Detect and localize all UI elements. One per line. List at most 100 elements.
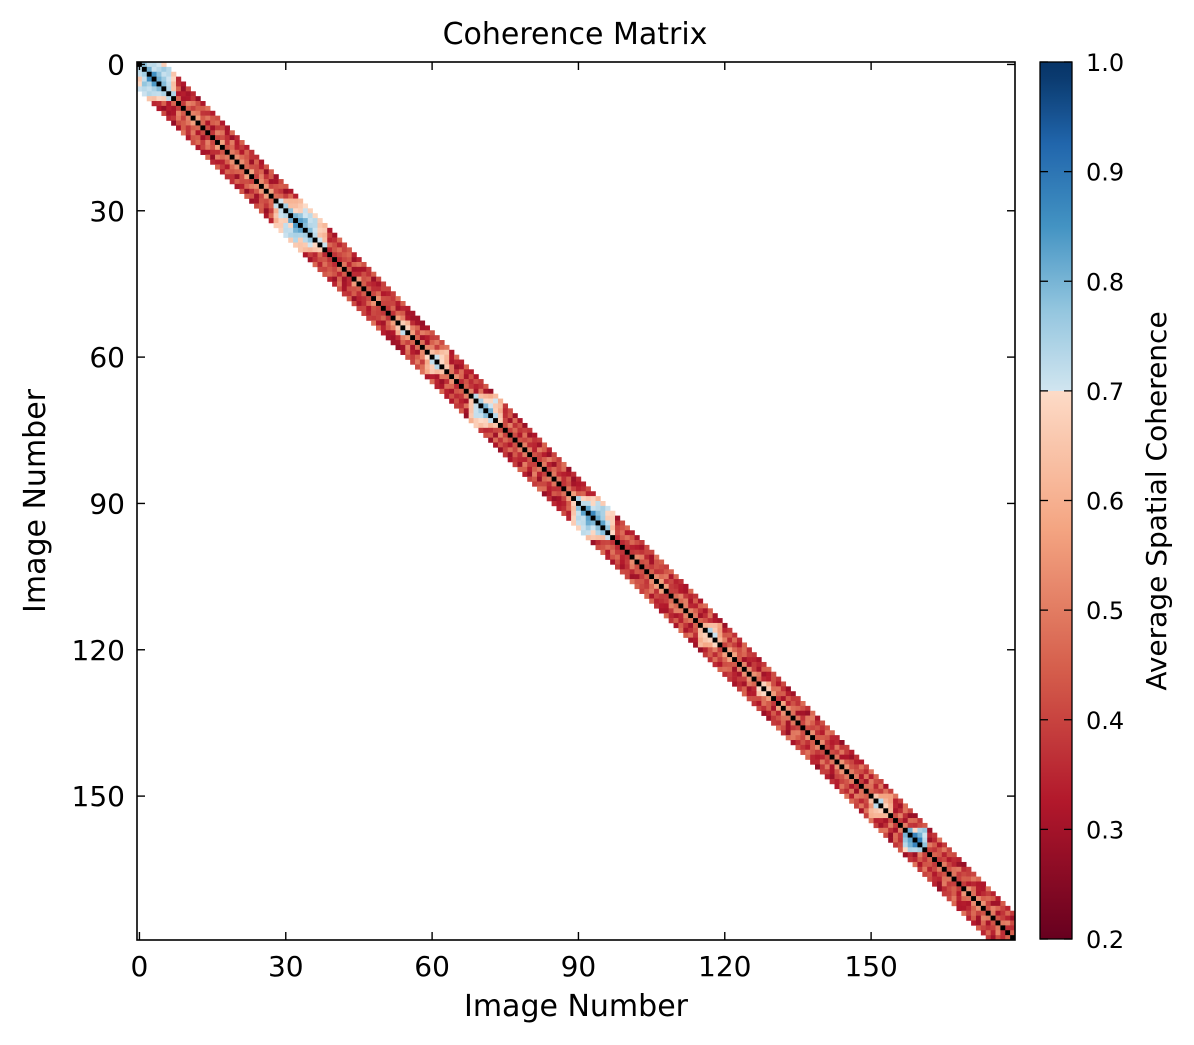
- heatmap-cell: [736, 671, 743, 677]
- heatmap-cell: [536, 481, 543, 487]
- heatmap-cell: [629, 540, 635, 546]
- heatmap-cell: [532, 476, 538, 482]
- heatmap-cell: [507, 447, 513, 453]
- heatmap-cell: [283, 203, 289, 209]
- heatmap-cell: [663, 603, 669, 609]
- heatmap-cell: [332, 232, 338, 238]
- heatmap-cell: [497, 398, 504, 404]
- heatmap-cell: [961, 866, 967, 873]
- heatmap-cell: [951, 861, 957, 868]
- heatmap-cell: [215, 144, 221, 151]
- heatmap-cell: [829, 740, 835, 746]
- heatmap-cell: [712, 637, 718, 643]
- heatmap-cell: [522, 427, 528, 434]
- heatmap-cell: [434, 354, 440, 360]
- heatmap-cell: [254, 164, 260, 170]
- heatmap-cell: [561, 481, 567, 487]
- heatmap-cell: [361, 301, 367, 307]
- heatmap-cell: [858, 793, 865, 799]
- heatmap-cell: [576, 525, 582, 531]
- heatmap-cell: [161, 62, 167, 68]
- heatmap-cell: [600, 535, 606, 541]
- heatmap-cell: [190, 120, 196, 126]
- heatmap-cell: [517, 457, 523, 463]
- heatmap-cell: [927, 876, 933, 882]
- heatmap-cell: [566, 510, 572, 516]
- heatmap-cell: [151, 62, 157, 68]
- heatmap-cell: [405, 330, 411, 336]
- heatmap-cell: [985, 915, 991, 921]
- heatmap-cell: [854, 779, 860, 785]
- heatmap-cell: [971, 871, 977, 877]
- heatmap-cell: [775, 720, 782, 726]
- heatmap-cell: [400, 301, 406, 307]
- heatmap-cell: [478, 418, 484, 424]
- heatmap-cell: [283, 222, 289, 229]
- heatmap-cell: [897, 818, 904, 824]
- heatmap-cell: [332, 276, 338, 282]
- heatmap-cell: [629, 530, 635, 536]
- heatmap-cell: [922, 852, 928, 858]
- heatmap-cell: [644, 579, 650, 585]
- heatmap-cell: [176, 81, 182, 87]
- heatmap-cell: [722, 647, 728, 653]
- heatmap-cell: [624, 574, 630, 580]
- heatmap-cell: [468, 393, 474, 399]
- heatmap-cell: [424, 354, 430, 360]
- heatmap-cell: [922, 827, 928, 833]
- heatmap-cell: [873, 793, 879, 799]
- heatmap-cell: [571, 471, 577, 477]
- heatmap-cell: [683, 622, 689, 629]
- heatmap-cell: [180, 115, 187, 121]
- heatmap-cell: [678, 603, 684, 609]
- heatmap-cell: [932, 876, 938, 882]
- heatmap-cell: [878, 788, 884, 794]
- heatmap-cell: [761, 681, 767, 687]
- heatmap-cell: [546, 466, 552, 473]
- heatmap-cell: [785, 700, 791, 707]
- heatmap-cell: [185, 96, 191, 102]
- heatmap-cell: [336, 276, 343, 282]
- heatmap-cell: [634, 535, 640, 541]
- heatmap-cell: [473, 422, 479, 429]
- heatmap-cell: [615, 559, 621, 565]
- heatmap-cell: [332, 247, 338, 253]
- heatmap-cell: [619, 540, 626, 546]
- heatmap-cell: [805, 740, 811, 746]
- heatmap-cell: [424, 340, 430, 346]
- heatmap-cell: [273, 222, 279, 229]
- heatmap-cell: [888, 798, 894, 804]
- heatmap-cell: [858, 798, 865, 804]
- heatmap-cell: [478, 383, 484, 390]
- heatmap-cell: [317, 232, 323, 238]
- heatmap-cell: [566, 471, 572, 477]
- x-tick-label: 30: [268, 950, 304, 983]
- heatmap-cell: [356, 286, 362, 292]
- heatmap-cell: [288, 208, 294, 214]
- heatmap-cell: [922, 871, 928, 877]
- heatmap-cell: [419, 359, 426, 365]
- heatmap-cell: [415, 330, 421, 336]
- heatmap-cell: [512, 447, 518, 453]
- heatmap-cell: [312, 232, 318, 238]
- heatmap-cell: [878, 808, 884, 814]
- heatmap-cell: [449, 349, 455, 355]
- heatmap-cell: [615, 554, 621, 560]
- heatmap-cell: [454, 388, 460, 394]
- heatmap-cell: [512, 461, 518, 468]
- heatmap-cell: [761, 666, 767, 673]
- heatmap-cell: [571, 505, 577, 512]
- heatmap-cell: [668, 608, 674, 614]
- heatmap-cell: [907, 847, 913, 853]
- heatmap-cell: [185, 130, 191, 136]
- heatmap-cell: [902, 847, 908, 853]
- heatmap-cell: [322, 222, 328, 229]
- heatmap-cell: [210, 144, 216, 151]
- heatmap-cell: [483, 393, 489, 399]
- heatmap-cell: [229, 140, 235, 146]
- heatmap-cell: [541, 447, 548, 453]
- heatmap-cell: [678, 627, 684, 633]
- heatmap-cell: [234, 183, 240, 190]
- heatmap-cell: [741, 657, 748, 663]
- heatmap-cell: [351, 281, 357, 287]
